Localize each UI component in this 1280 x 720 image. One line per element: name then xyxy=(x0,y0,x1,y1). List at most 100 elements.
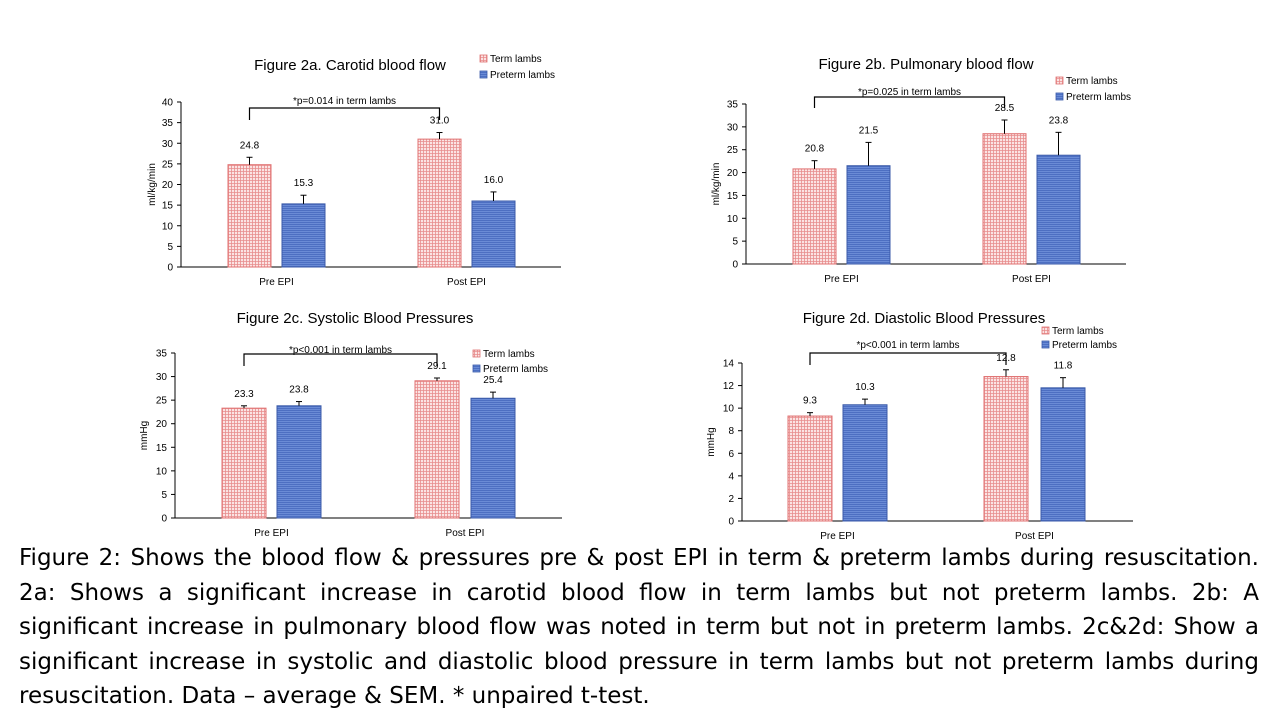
y-tick-label: 35 xyxy=(156,349,168,360)
chart-title: Figure 2a. Carotid blood flow xyxy=(254,57,446,74)
category-label: Pre EPI xyxy=(254,528,288,539)
y-tick-label: 35 xyxy=(162,118,174,129)
y-tick-label: 6 xyxy=(728,449,734,460)
y-axis-label: mmHg xyxy=(706,427,717,456)
y-axis-label: ml/kg/min xyxy=(147,163,158,206)
y-tick-label: 35 xyxy=(727,100,739,111)
legend-label: Preterm lambs xyxy=(1066,92,1131,103)
data-label: 23.8 xyxy=(1049,115,1069,126)
legend-label: Term lambs xyxy=(483,349,535,360)
y-tick-label: 5 xyxy=(161,490,167,501)
legend-label: Term lambs xyxy=(1052,326,1104,337)
category-label: Post EPI xyxy=(1012,274,1051,285)
significance-bracket xyxy=(813,96,1006,108)
y-tick-label: 10 xyxy=(156,466,168,477)
bar-preterm xyxy=(846,165,891,265)
data-label: 15.3 xyxy=(294,178,314,189)
y-tick-label: 20 xyxy=(727,168,739,179)
significance-bracket xyxy=(809,352,1007,365)
category-label: Post EPI xyxy=(1015,531,1054,540)
y-tick-label: 0 xyxy=(161,514,167,525)
y-tick-label: 8 xyxy=(728,426,734,437)
bar-term xyxy=(227,164,272,268)
data-label: 24.8 xyxy=(240,140,260,151)
y-tick-label: 10 xyxy=(723,404,735,415)
y-tick-label: 15 xyxy=(727,191,739,202)
category-label: Pre EPI xyxy=(820,531,854,540)
legend-swatch-preterm xyxy=(472,364,481,373)
y-tick-label: 0 xyxy=(732,260,738,271)
category-label: Pre EPI xyxy=(259,277,293,288)
y-tick-label: 2 xyxy=(728,494,734,505)
data-label: 23.8 xyxy=(289,385,309,396)
data-label: 21.5 xyxy=(859,125,879,136)
significance-annotation: *p=0.014 in term lambs xyxy=(293,96,396,107)
bar-preterm xyxy=(276,405,322,519)
legend-label: Preterm lambs xyxy=(483,364,548,375)
legend-swatch-preterm xyxy=(479,70,488,79)
significance-annotation: *p<0.001 in term lambs xyxy=(289,345,392,356)
y-axis-label: mmHg xyxy=(139,421,150,450)
bar-preterm xyxy=(471,200,516,268)
bar-term xyxy=(792,168,837,265)
figure-caption: Figure 2: Shows the blood flow & pressur… xyxy=(19,545,1259,709)
bar-term xyxy=(417,138,462,268)
bar-preterm xyxy=(470,397,516,519)
chart-title: Figure 2b. Pulmonary blood flow xyxy=(818,56,1033,73)
y-axis-label: ml/kg/min xyxy=(711,163,722,206)
bar-term xyxy=(983,376,1029,522)
y-tick-label: 15 xyxy=(156,443,168,454)
significance-bracket xyxy=(248,107,441,120)
category-label: Pre EPI xyxy=(824,274,858,285)
y-tick-label: 0 xyxy=(728,517,734,528)
y-tick-label: 14 xyxy=(723,359,735,370)
significance-annotation: *p<0.001 in term lambs xyxy=(856,340,959,351)
data-label: 23.3 xyxy=(234,389,254,400)
legend-swatch-term xyxy=(1055,76,1064,85)
data-label: 29.1 xyxy=(427,361,447,372)
bar-term xyxy=(221,407,267,519)
data-label: 9.3 xyxy=(803,396,817,407)
category-label: Post EPI xyxy=(447,277,486,288)
legend-swatch-term xyxy=(472,349,481,358)
y-tick-label: 10 xyxy=(162,221,174,232)
legend-label: Preterm lambs xyxy=(1052,340,1117,351)
y-tick-label: 0 xyxy=(167,263,173,274)
y-tick-label: 30 xyxy=(162,139,174,150)
legend-label: Term lambs xyxy=(490,54,542,65)
y-tick-label: 30 xyxy=(727,122,739,133)
data-label: 20.8 xyxy=(805,144,825,155)
legend-swatch-term xyxy=(1041,326,1050,335)
y-tick-label: 15 xyxy=(162,201,174,212)
category-label: Post EPI xyxy=(446,528,485,539)
y-tick-label: 5 xyxy=(167,242,173,253)
chart-title: Figure 2d. Diastolic Blood Pressures xyxy=(803,310,1046,327)
y-tick-label: 25 xyxy=(156,396,168,407)
data-label: 11.8 xyxy=(1054,361,1073,372)
chart-title: Figure 2c. Systolic Blood Pressures xyxy=(237,310,474,327)
data-label: 10.3 xyxy=(855,382,875,393)
y-tick-label: 10 xyxy=(727,214,739,225)
data-label: 31.0 xyxy=(430,116,450,127)
legend-label: Preterm lambs xyxy=(490,70,555,81)
figure-panel: Figure 2a. Carotid blood flow05101520253… xyxy=(139,54,1133,540)
data-label: 28.5 xyxy=(995,103,1015,114)
bar-preterm xyxy=(281,203,326,268)
data-label: 25.4 xyxy=(483,375,503,386)
y-tick-label: 12 xyxy=(723,381,735,392)
legend-swatch-preterm xyxy=(1055,92,1064,101)
y-tick-label: 25 xyxy=(162,159,174,170)
bar-preterm xyxy=(1036,154,1081,265)
bar-term xyxy=(414,380,460,519)
y-tick-label: 5 xyxy=(732,237,738,248)
legend-swatch-term xyxy=(479,54,488,63)
y-tick-label: 4 xyxy=(728,471,734,482)
bar-term xyxy=(787,415,833,522)
y-tick-label: 20 xyxy=(162,180,174,191)
significance-bracket xyxy=(243,353,438,366)
y-tick-label: 20 xyxy=(156,419,168,430)
bar-preterm xyxy=(1040,387,1086,522)
y-tick-label: 25 xyxy=(727,145,739,156)
bar-term xyxy=(982,133,1027,265)
y-tick-label: 40 xyxy=(162,98,174,109)
